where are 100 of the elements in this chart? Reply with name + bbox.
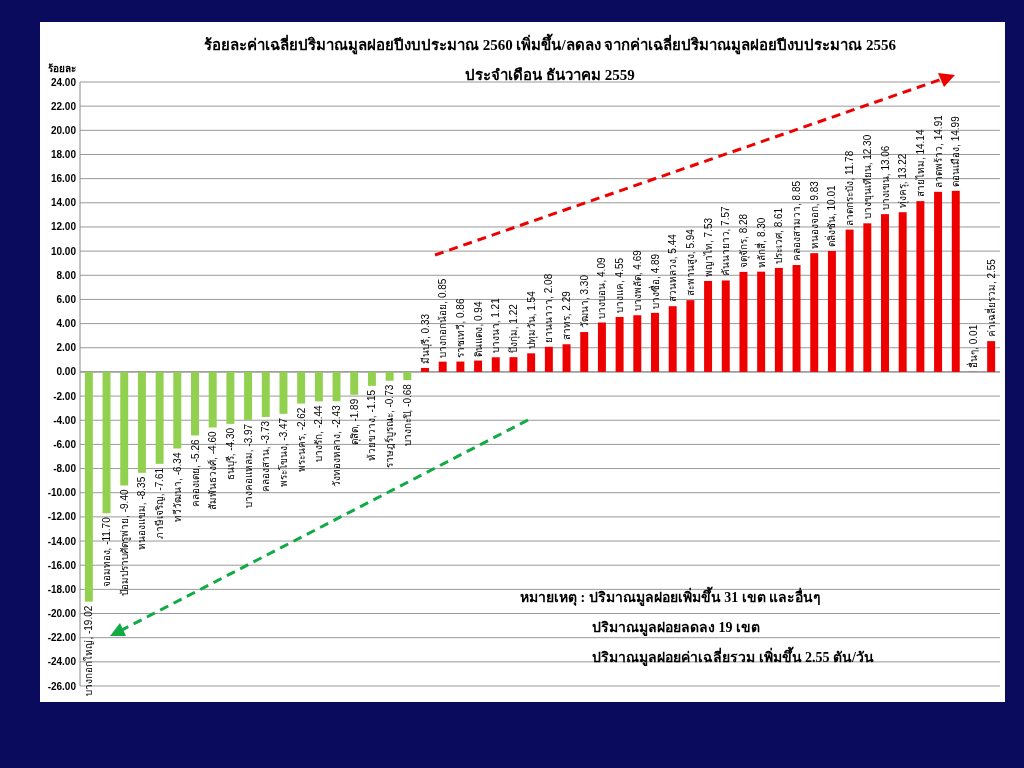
data-label: บึงกุ่ม, 1.22 [507,303,520,354]
bar [421,367,429,372]
data-label: บางกะปิ, -0.68 [401,383,413,447]
bar [314,371,323,402]
bar [261,371,270,417]
annotation: ปริมาณมูลฝอยค่าเฉลี่ยรวม เพิ่มขึ้น 2.55 ตัน/วัน [592,646,874,666]
bar [208,371,217,428]
y-tick-label: -26.00 [47,680,77,692]
bar [951,190,960,372]
y-tick-label: -8.00 [53,463,77,475]
data-label: หนองจอก, 9.83 [808,180,820,250]
data-label: สาทร, 2.29 [561,290,573,341]
data-label: ทวีวัฒนา, -6.34 [171,452,183,522]
bar [580,332,589,372]
chart-subtitle: ประจำเดือน ธันวาคม 2559 [465,67,635,83]
data-label: ราชเทวี, 0.86 [454,298,466,358]
bar [350,371,359,395]
bar [367,371,376,386]
data-label: ค่าเฉลี่ยรวม, 2.55 [983,258,997,338]
data-label: มีนบุรี, 0.33 [419,313,432,364]
bar [491,357,500,372]
data-label: วังทองหลาง, -2.43 [331,404,343,487]
bar [191,371,199,436]
data-label: หลักสี่, 8.30 [753,217,767,268]
data-label: บางนา, 1.21 [490,297,502,354]
data-label: ราษฎร์บูรณะ, -0.73 [384,384,397,469]
bar [987,341,996,372]
data-label: วัฒนา, 3.30 [578,274,590,329]
data-label: จตุจักร, 8.28 [737,213,750,268]
bar [438,361,447,372]
y-tick-label: 6.00 [56,293,77,305]
bar [155,371,164,464]
bar [934,191,943,372]
data-label: หนองแขม, -8.35 [136,476,148,551]
data-label: สายไหม, 14.14 [914,129,926,198]
y-tick-label: -16.00 [47,559,77,571]
data-label: บางแค, 4.55 [614,257,626,313]
data-label: บางคอแหลม, -3.97 [242,423,254,509]
bar [509,357,518,372]
bar [102,371,111,514]
y-tick-label: 10.00 [50,245,77,257]
bar [774,267,783,372]
data-label: พญาไท, 7.53 [702,217,714,277]
annotation: หมายเหตุ : ปริมาณมูลฝอยเพิ่มขึ้น 31 เขต และอื่นๆ [520,586,822,606]
data-label: พระนคร, -2.62 [295,407,307,472]
data-label: สะพานสูง, 5.94 [684,228,697,297]
data-label: คันนายาว, 7.57 [720,206,732,277]
bar [332,371,341,402]
chart-title: ร้อยละค่าเฉลี่ยปริมาณมูลฝอยปีงบประมาณ 2560 เพิ่มขึ้น/ลดลง จากค่าเฉลี่ยปริมาณมูลฝอยปีงบประมาณ 2556 [203,33,897,55]
y-tick-label: 18.00 [50,148,77,160]
data-label: บางบอน, 4.09 [596,257,608,319]
annotation: ปริมาณมูลฝอยลดลง 19 เขต [592,620,760,636]
bar [385,371,394,381]
y-tick-label: -22.00 [47,632,77,644]
bar [544,346,553,372]
bar [297,371,306,404]
y-tick-label: 8.00 [56,269,77,281]
y-tick-label: -2.00 [53,390,77,402]
bar [615,316,624,372]
bar [226,371,235,424]
data-label: ป้อมปราบศัตรูพ่าย, -9.40 [118,489,131,596]
y-tick-label: 12.00 [50,221,77,233]
bar [845,229,854,372]
data-label: สัมพันธวงศ์, -4.60 [207,431,219,510]
y-tick-label: 0.00 [56,366,77,378]
data-label: อื่นๆ, 0.01 [965,324,979,368]
data-label: ตลิ่งชัน, 10.01 [824,184,838,247]
bar [633,315,642,372]
data-label: บางพลัด, 4.69 [631,249,643,312]
bar [739,271,748,372]
bar [279,371,288,414]
y-tick-label: -4.00 [53,414,77,426]
bar [137,371,146,473]
data-label: ธนบุรี, -4.30 [224,427,237,481]
y-tick-label: -24.00 [47,656,77,668]
data-label: บางรัก, -2.44 [313,404,325,462]
bar [898,212,907,372]
bar [810,253,819,372]
data-label: คลองสามวา, 8.85 [791,180,803,262]
bar [173,371,182,449]
bar [916,201,925,372]
bar [120,371,129,486]
data-label: คลองเตย, -5.26 [189,439,201,507]
bar [721,280,730,372]
y-tick-label: 4.00 [56,318,77,330]
bar [244,371,253,420]
bar [668,306,677,372]
bar [757,271,766,372]
data-label: บางเขน, 13.06 [879,145,891,211]
bar [651,312,659,372]
bar [527,353,536,372]
bar [403,371,412,381]
bar [704,280,713,372]
bar [474,360,483,372]
bar [562,344,571,372]
data-label: ดินแดง, 0.94 [472,301,484,357]
data-label: คลองสาน, -3.73 [260,420,272,493]
data-label: ทุ่งครุ, 13.22 [897,153,910,209]
y-tick-label: 24.00 [50,76,77,88]
y-tick-label: -10.00 [47,487,77,499]
